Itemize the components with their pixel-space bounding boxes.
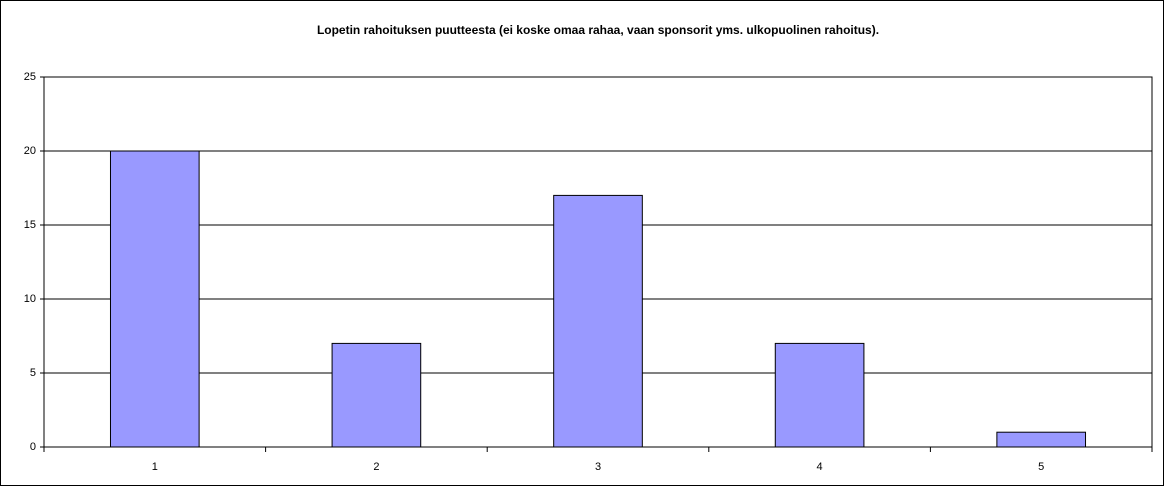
y-tick-label: 25: [24, 71, 36, 83]
y-tick-label: 10: [24, 293, 36, 305]
chart-title: Lopetin rahoituksen puutteesta (ei koske…: [317, 23, 879, 37]
x-tick-label: 4: [817, 461, 823, 473]
bar: [996, 431, 1087, 448]
bar: [331, 342, 422, 448]
x-tick-label: 3: [595, 461, 601, 473]
y-tick-label: 15: [24, 219, 36, 231]
y-tick-label: 0: [30, 441, 36, 453]
bar: [774, 342, 865, 448]
x-tick-label: 2: [373, 461, 379, 473]
bar: [553, 194, 643, 448]
y-tick-label: 5: [30, 367, 36, 379]
x-tick-label: 1: [152, 461, 158, 473]
bar: [109, 150, 200, 448]
y-tick-label: 20: [24, 145, 36, 157]
x-tick-label: 5: [1038, 461, 1044, 473]
